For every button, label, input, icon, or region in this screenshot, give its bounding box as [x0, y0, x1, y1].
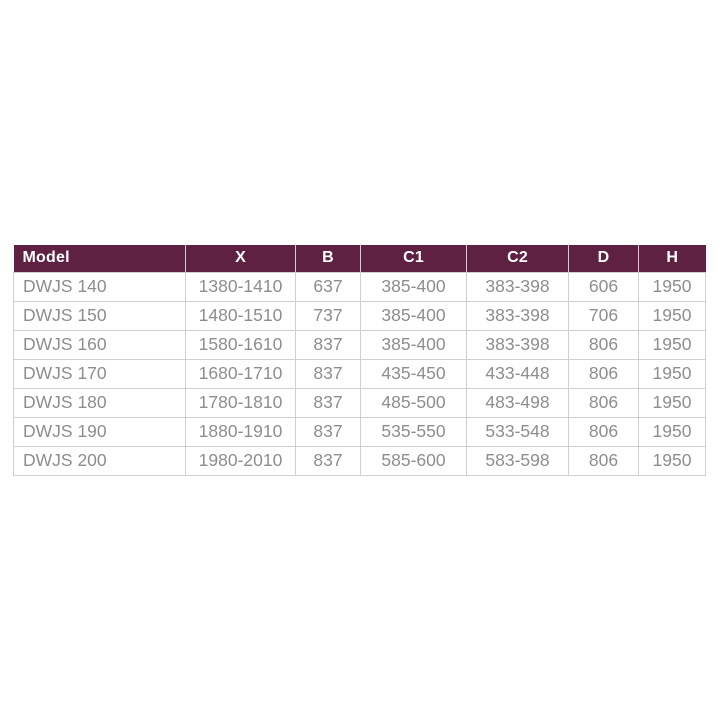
value-cell: 383-398: [466, 329, 569, 360]
value-cell: 706: [568, 300, 639, 331]
value-cell: 433-448: [466, 358, 569, 389]
value-cell: 533-548: [466, 416, 569, 447]
header-cell-d: D: [568, 245, 639, 273]
value-cell: 1950: [638, 358, 706, 389]
value-cell: 637: [295, 271, 361, 302]
table-row: DWJS 180 1780-1810 837 485-500 483-498 806 195…: [13, 387, 706, 418]
value-cell: 385-400: [360, 300, 467, 331]
value-cell: 383-398: [466, 271, 569, 302]
spec-table-head: Model X B C1 C2 D H: [13, 245, 706, 273]
value-cell: 806: [568, 445, 639, 476]
value-cell: 383-398: [466, 300, 569, 331]
value-cell: 1680-1710: [185, 358, 296, 389]
value-cell: 1980-2010: [185, 445, 296, 476]
value-cell: 585-600: [360, 445, 467, 476]
table-row: DWJS 200 1980-2010 837 585-600 583-598 806 195…: [13, 445, 706, 476]
header-row: Model X B C1 C2 D H: [13, 245, 706, 273]
value-cell: 837: [295, 358, 361, 389]
value-cell: 1380-1410: [185, 271, 296, 302]
value-cell: 1780-1810: [185, 387, 296, 418]
value-cell: 837: [295, 329, 361, 360]
value-cell: 1950: [638, 329, 706, 360]
value-cell: 1480-1510: [185, 300, 296, 331]
value-cell: 485-500: [360, 387, 467, 418]
value-cell: 583-598: [466, 445, 569, 476]
model-cell: DWJS 160: [13, 329, 186, 360]
value-cell: 435-450: [360, 358, 467, 389]
model-cell: DWJS 140: [13, 271, 186, 302]
value-cell: 1580-1610: [185, 329, 296, 360]
header-cell-model: Model: [13, 245, 186, 273]
value-cell: 806: [568, 329, 639, 360]
table-row: DWJS 150 1480-1510 737 385-400 383-398 706 195…: [13, 300, 706, 331]
model-cell: DWJS 170: [13, 358, 186, 389]
value-cell: 606: [568, 271, 639, 302]
value-cell: 806: [568, 387, 639, 418]
value-cell: 1880-1910: [185, 416, 296, 447]
value-cell: 837: [295, 387, 361, 418]
value-cell: 1950: [638, 271, 706, 302]
header-cell-c1: C1: [360, 245, 467, 273]
spec-table: Model X B C1 C2 D H DWJS 140 1380-1410 637 385-40…: [13, 245, 706, 476]
table-row: DWJS 170 1680-1710 837 435-450 433-448 806 195…: [13, 358, 706, 389]
table-row: DWJS 140 1380-1410 637 385-400 383-398 606 195…: [13, 271, 706, 302]
value-cell: 737: [295, 300, 361, 331]
value-cell: 806: [568, 416, 639, 447]
model-cell: DWJS 150: [13, 300, 186, 331]
model-cell: DWJS 190: [13, 416, 186, 447]
header-cell-x: X: [185, 245, 296, 273]
table-row: DWJS 160 1580-1610 837 385-400 383-398 806 195…: [13, 329, 706, 360]
header-cell-b: B: [295, 245, 361, 273]
header-cell-c2: C2: [466, 245, 569, 273]
spec-table-body: DWJS 140 1380-1410 637 385-400 383-398 606 195…: [13, 271, 706, 476]
value-cell: 385-400: [360, 329, 467, 360]
spec-table-container: Model X B C1 C2 D H DWJS 140 1380-1410 637 385-40…: [13, 245, 706, 476]
value-cell: 806: [568, 358, 639, 389]
header-cell-h: H: [638, 245, 706, 273]
value-cell: 1950: [638, 416, 706, 447]
value-cell: 483-498: [466, 387, 569, 418]
table-row: DWJS 190 1880-1910 837 535-550 533-548 806 195…: [13, 416, 706, 447]
model-cell: DWJS 200: [13, 445, 186, 476]
value-cell: 1950: [638, 387, 706, 418]
value-cell: 837: [295, 445, 361, 476]
value-cell: 385-400: [360, 271, 467, 302]
value-cell: 1950: [638, 445, 706, 476]
value-cell: 535-550: [360, 416, 467, 447]
model-cell: DWJS 180: [13, 387, 186, 418]
value-cell: 837: [295, 416, 361, 447]
value-cell: 1950: [638, 300, 706, 331]
